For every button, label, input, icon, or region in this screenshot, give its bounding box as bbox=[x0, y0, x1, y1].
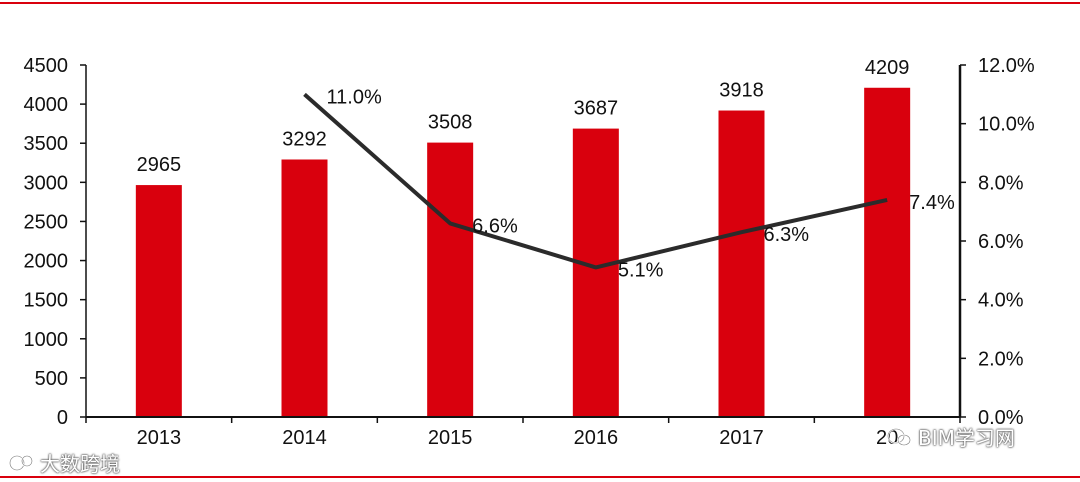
left-tick-label: 1000 bbox=[24, 329, 69, 351]
bar-data-labels: 2965 3292 3508 3687 3918 4209 bbox=[137, 57, 910, 176]
left-tick-label: 4000 bbox=[24, 94, 69, 116]
line-label-2018: 7.4% bbox=[909, 192, 955, 214]
bar-label-2015: 3508 bbox=[428, 112, 473, 134]
left-tick-label: 3500 bbox=[24, 133, 69, 155]
right-tick-label: 12.0% bbox=[978, 55, 1035, 77]
left-tick-label: 4500 bbox=[24, 55, 69, 77]
wechat-logo-icon bbox=[887, 427, 911, 446]
left-tick-label: 3000 bbox=[24, 172, 69, 194]
growth-line-series bbox=[303, 92, 888, 270]
watermark-left: 大数跨境 bbox=[8, 448, 120, 477]
x-tick-label: 2013 bbox=[137, 427, 182, 449]
right-tick-label: 4.0% bbox=[978, 290, 1024, 312]
x-tick-label: 2016 bbox=[574, 427, 619, 449]
left-tick-label: 1500 bbox=[24, 290, 69, 312]
left-tick-label: 2000 bbox=[24, 251, 69, 273]
right-tick-label: 6.0% bbox=[978, 231, 1024, 253]
bar-series bbox=[135, 87, 911, 418]
left-tick-label: 0 bbox=[57, 407, 68, 429]
bar-2014 bbox=[281, 159, 328, 418]
right-tick-label: 2.0% bbox=[978, 348, 1024, 370]
bar-2018 bbox=[864, 87, 911, 417]
chat-logo-icon bbox=[9, 454, 33, 471]
bar-2017 bbox=[718, 110, 765, 417]
bar-2013 bbox=[135, 185, 182, 417]
watermark-right-text: BIM学习网 bbox=[918, 426, 1015, 450]
bar-label-2014: 3292 bbox=[282, 128, 327, 150]
bar-2016 bbox=[572, 128, 619, 417]
x-tick-label: 2014 bbox=[282, 427, 327, 449]
left-tick-label: 2500 bbox=[24, 211, 69, 233]
right-tick-label: 8.0% bbox=[978, 172, 1024, 194]
line-label-2016: 5.1% bbox=[618, 259, 664, 281]
watermark-left-text: 大数跨境 bbox=[40, 452, 120, 476]
left-tick-label: 500 bbox=[35, 368, 68, 390]
top-border-line bbox=[0, 2, 1080, 4]
line-label-2015: 6.6% bbox=[472, 215, 518, 237]
bottom-border-line bbox=[0, 476, 1080, 478]
bar-2015 bbox=[427, 142, 474, 418]
line-label-2014: 11.0% bbox=[327, 86, 382, 108]
line-label-2017: 6.3% bbox=[764, 224, 810, 246]
bar-label-2016: 3687 bbox=[574, 98, 619, 120]
growth-line bbox=[303, 92, 888, 270]
line-data-labels: 11.0% 6.6% 5.1% 6.3% 7.4% bbox=[327, 86, 955, 281]
right-tick-label: 10.0% bbox=[978, 114, 1035, 136]
x-tick-label: 2015 bbox=[428, 427, 473, 449]
bar-label-2018: 4209 bbox=[865, 57, 910, 79]
bar-label-2013: 2965 bbox=[137, 154, 182, 176]
bar-label-2017: 3918 bbox=[719, 80, 764, 102]
right-tick-label: 0.0% bbox=[978, 407, 1024, 429]
x-tick-label: 2017 bbox=[719, 427, 764, 449]
watermark-right: BIM学习网 bbox=[886, 422, 1015, 451]
x-tick-label: 20 bbox=[876, 427, 898, 449]
chart-axes: 0 500 1000 1500 2000 2500 3000 3500 4000 4500 0.0%… bbox=[24, 55, 1035, 449]
